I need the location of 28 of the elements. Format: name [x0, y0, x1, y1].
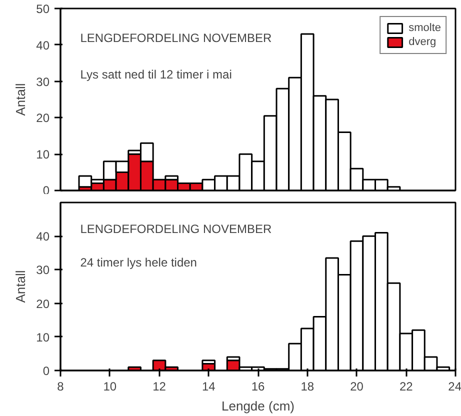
y-tick-label: 20	[36, 111, 50, 126]
y-tick-label: 30	[36, 263, 50, 278]
y-tick-label: 40	[36, 38, 50, 52]
y-tick-label: 10	[36, 330, 50, 344]
x-tick-label: 10	[103, 380, 117, 394]
y-tick-label: 20	[36, 296, 50, 311]
y-tick-label: 10	[36, 148, 50, 162]
x-tick-label: 18	[300, 380, 314, 394]
x-tick-label: 24	[448, 380, 461, 394]
legend-label: smolte	[408, 22, 441, 34]
text: 24 timer lys hele tiden	[80, 256, 197, 270]
x-tick-label: 14	[202, 380, 216, 394]
text: LENGDEFORDELING NOVEMBER	[80, 30, 272, 45]
y-tick-label: 50	[36, 2, 50, 16]
x-axis-title: Lengde (cm)	[222, 398, 294, 414]
y-tick-label: 0	[42, 364, 50, 378]
x-tick-label: 20	[350, 380, 364, 394]
y-tick-label: 40	[36, 230, 50, 244]
y-axis-title: Antall	[13, 83, 28, 116]
x-tick-label: 12	[152, 380, 166, 394]
y-tick-label: 30	[36, 74, 50, 89]
text: Lys satt ned til 12 timer i mai	[80, 67, 232, 82]
text: LENGDEFORDELING NOVEMBER	[80, 222, 272, 236]
x-tick-label: 8	[57, 380, 64, 394]
y-axis-title: Antall	[13, 270, 28, 303]
x-tick-label: 22	[399, 380, 414, 394]
x-tick-label: 16	[251, 380, 265, 394]
legend-label: dverg	[408, 36, 436, 48]
